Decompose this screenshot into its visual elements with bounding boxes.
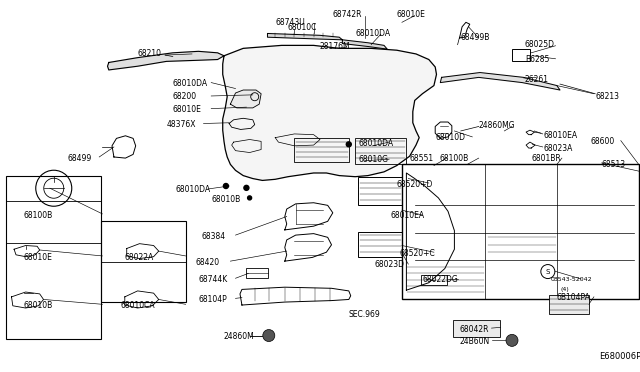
Text: 68520+D: 68520+D <box>397 180 433 189</box>
Bar <box>549 295 589 314</box>
Bar <box>453 320 500 337</box>
Text: S: S <box>546 269 550 275</box>
Bar <box>358 232 402 257</box>
Bar <box>355 138 406 164</box>
Text: 68010DA: 68010DA <box>173 79 208 88</box>
Polygon shape <box>268 33 342 40</box>
Text: 24860MG: 24860MG <box>479 121 515 130</box>
Text: 68010G: 68010G <box>358 155 388 164</box>
Polygon shape <box>440 73 560 90</box>
Text: 68742R: 68742R <box>333 10 362 19</box>
Text: 68744K: 68744K <box>198 275 228 284</box>
Text: 68010DA: 68010DA <box>355 29 390 38</box>
Text: 6B104PA: 6B104PA <box>557 293 591 302</box>
Circle shape <box>244 185 249 190</box>
Text: 6801BR: 6801BR <box>531 154 561 163</box>
Bar <box>402 164 639 299</box>
Circle shape <box>223 183 228 189</box>
Text: 68551: 68551 <box>410 154 434 163</box>
Text: 68384: 68384 <box>202 232 226 241</box>
Text: SEC.969: SEC.969 <box>349 310 381 319</box>
Text: 68010DA: 68010DA <box>358 139 394 148</box>
Text: 68010EA: 68010EA <box>390 211 424 220</box>
Text: E680006P: E680006P <box>599 352 640 361</box>
Polygon shape <box>230 90 261 108</box>
Text: 48376X: 48376X <box>166 120 196 129</box>
Text: 68499B: 68499B <box>461 33 490 42</box>
Polygon shape <box>223 45 436 180</box>
Text: 24860M: 24860M <box>224 332 255 341</box>
Bar <box>294 138 349 162</box>
Polygon shape <box>108 51 224 70</box>
Text: 68022DG: 68022DG <box>422 275 458 284</box>
Text: 68010C: 68010C <box>288 23 317 32</box>
Text: 68100B: 68100B <box>439 154 468 163</box>
Bar <box>421 275 447 285</box>
Text: 68010D: 68010D <box>435 133 465 142</box>
Text: 68513: 68513 <box>602 160 626 169</box>
Text: 68010E: 68010E <box>173 105 202 114</box>
Text: 68743U: 68743U <box>275 18 305 27</box>
Bar <box>6 176 101 339</box>
Text: 68104P: 68104P <box>198 295 227 304</box>
Text: 28176M: 28176M <box>320 42 351 51</box>
Text: 68213: 68213 <box>595 92 620 101</box>
Text: 68200: 68200 <box>173 92 197 101</box>
Text: 68022A: 68022A <box>125 253 154 262</box>
Text: 68499: 68499 <box>67 154 92 163</box>
Text: (4): (4) <box>561 287 570 292</box>
Circle shape <box>506 334 518 346</box>
Text: 24B60N: 24B60N <box>460 337 490 346</box>
Text: 68010CA: 68010CA <box>120 301 155 310</box>
Text: 68100B: 68100B <box>23 211 52 219</box>
Text: 26261: 26261 <box>525 76 548 84</box>
Bar <box>101 221 186 302</box>
Text: 68025D: 68025D <box>525 40 555 49</box>
Bar <box>512 49 530 61</box>
Text: 68010E: 68010E <box>397 10 426 19</box>
Text: 68023A: 68023A <box>544 144 573 153</box>
Text: 68010B: 68010B <box>211 195 241 203</box>
Text: 08543-52042: 08543-52042 <box>550 277 592 282</box>
Text: 68420: 68420 <box>195 258 220 267</box>
Polygon shape <box>342 40 387 49</box>
Text: 68210: 68210 <box>138 49 161 58</box>
Text: 68010B: 68010B <box>23 301 52 310</box>
Text: 68010DA: 68010DA <box>176 185 211 194</box>
Text: 68600: 68600 <box>590 137 614 146</box>
Text: 68520+C: 68520+C <box>400 249 436 258</box>
Circle shape <box>541 264 555 279</box>
Text: 68023D: 68023D <box>374 260 404 269</box>
Text: B6285: B6285 <box>525 55 549 64</box>
Bar <box>358 177 402 205</box>
Circle shape <box>263 330 275 341</box>
Text: 68010EA: 68010EA <box>544 131 578 140</box>
Circle shape <box>346 142 351 147</box>
Text: 68010E: 68010E <box>23 253 52 262</box>
Text: 68042R: 68042R <box>460 325 489 334</box>
Circle shape <box>248 196 252 200</box>
Bar <box>246 268 268 278</box>
